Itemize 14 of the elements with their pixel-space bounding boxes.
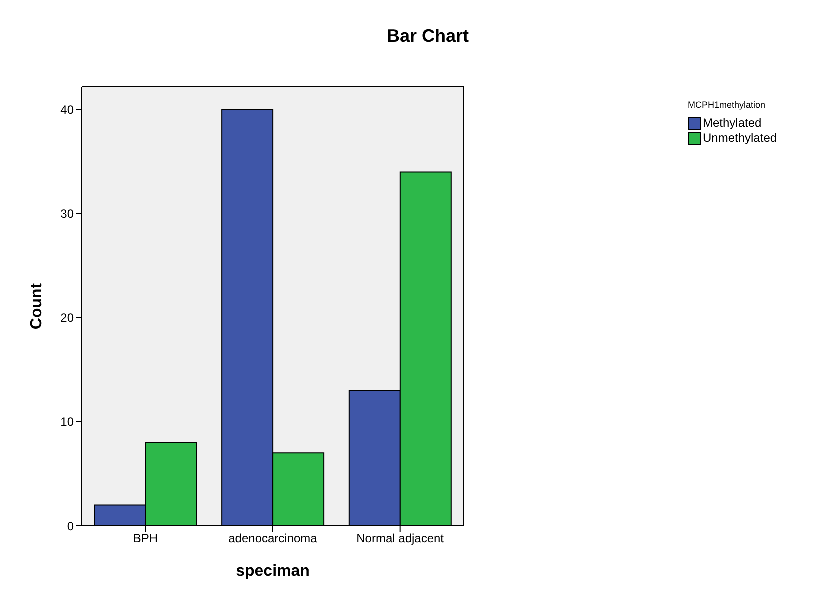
legend-title: MCPH1methylation: [688, 100, 767, 110]
y-tick-label: 30: [60, 207, 74, 222]
y-tick-label: 0: [67, 519, 74, 534]
legend-label: Unmethylated: [703, 131, 778, 146]
chart-title: Bar Chart: [386, 26, 470, 47]
y-tick-label: 40: [60, 103, 74, 118]
y-tick-label: 20: [60, 311, 74, 326]
x-axis-title: speciman: [236, 563, 310, 580]
x-tick-label: BPH: [133, 532, 158, 546]
y-tick-label: 10: [60, 415, 74, 430]
legend-label: Methylated: [703, 116, 762, 131]
y-axis-title: Count: [28, 282, 46, 330]
x-tick-label: Normal adjacent: [356, 532, 445, 546]
x-tick-label: adenocarcinoma: [228, 532, 318, 546]
